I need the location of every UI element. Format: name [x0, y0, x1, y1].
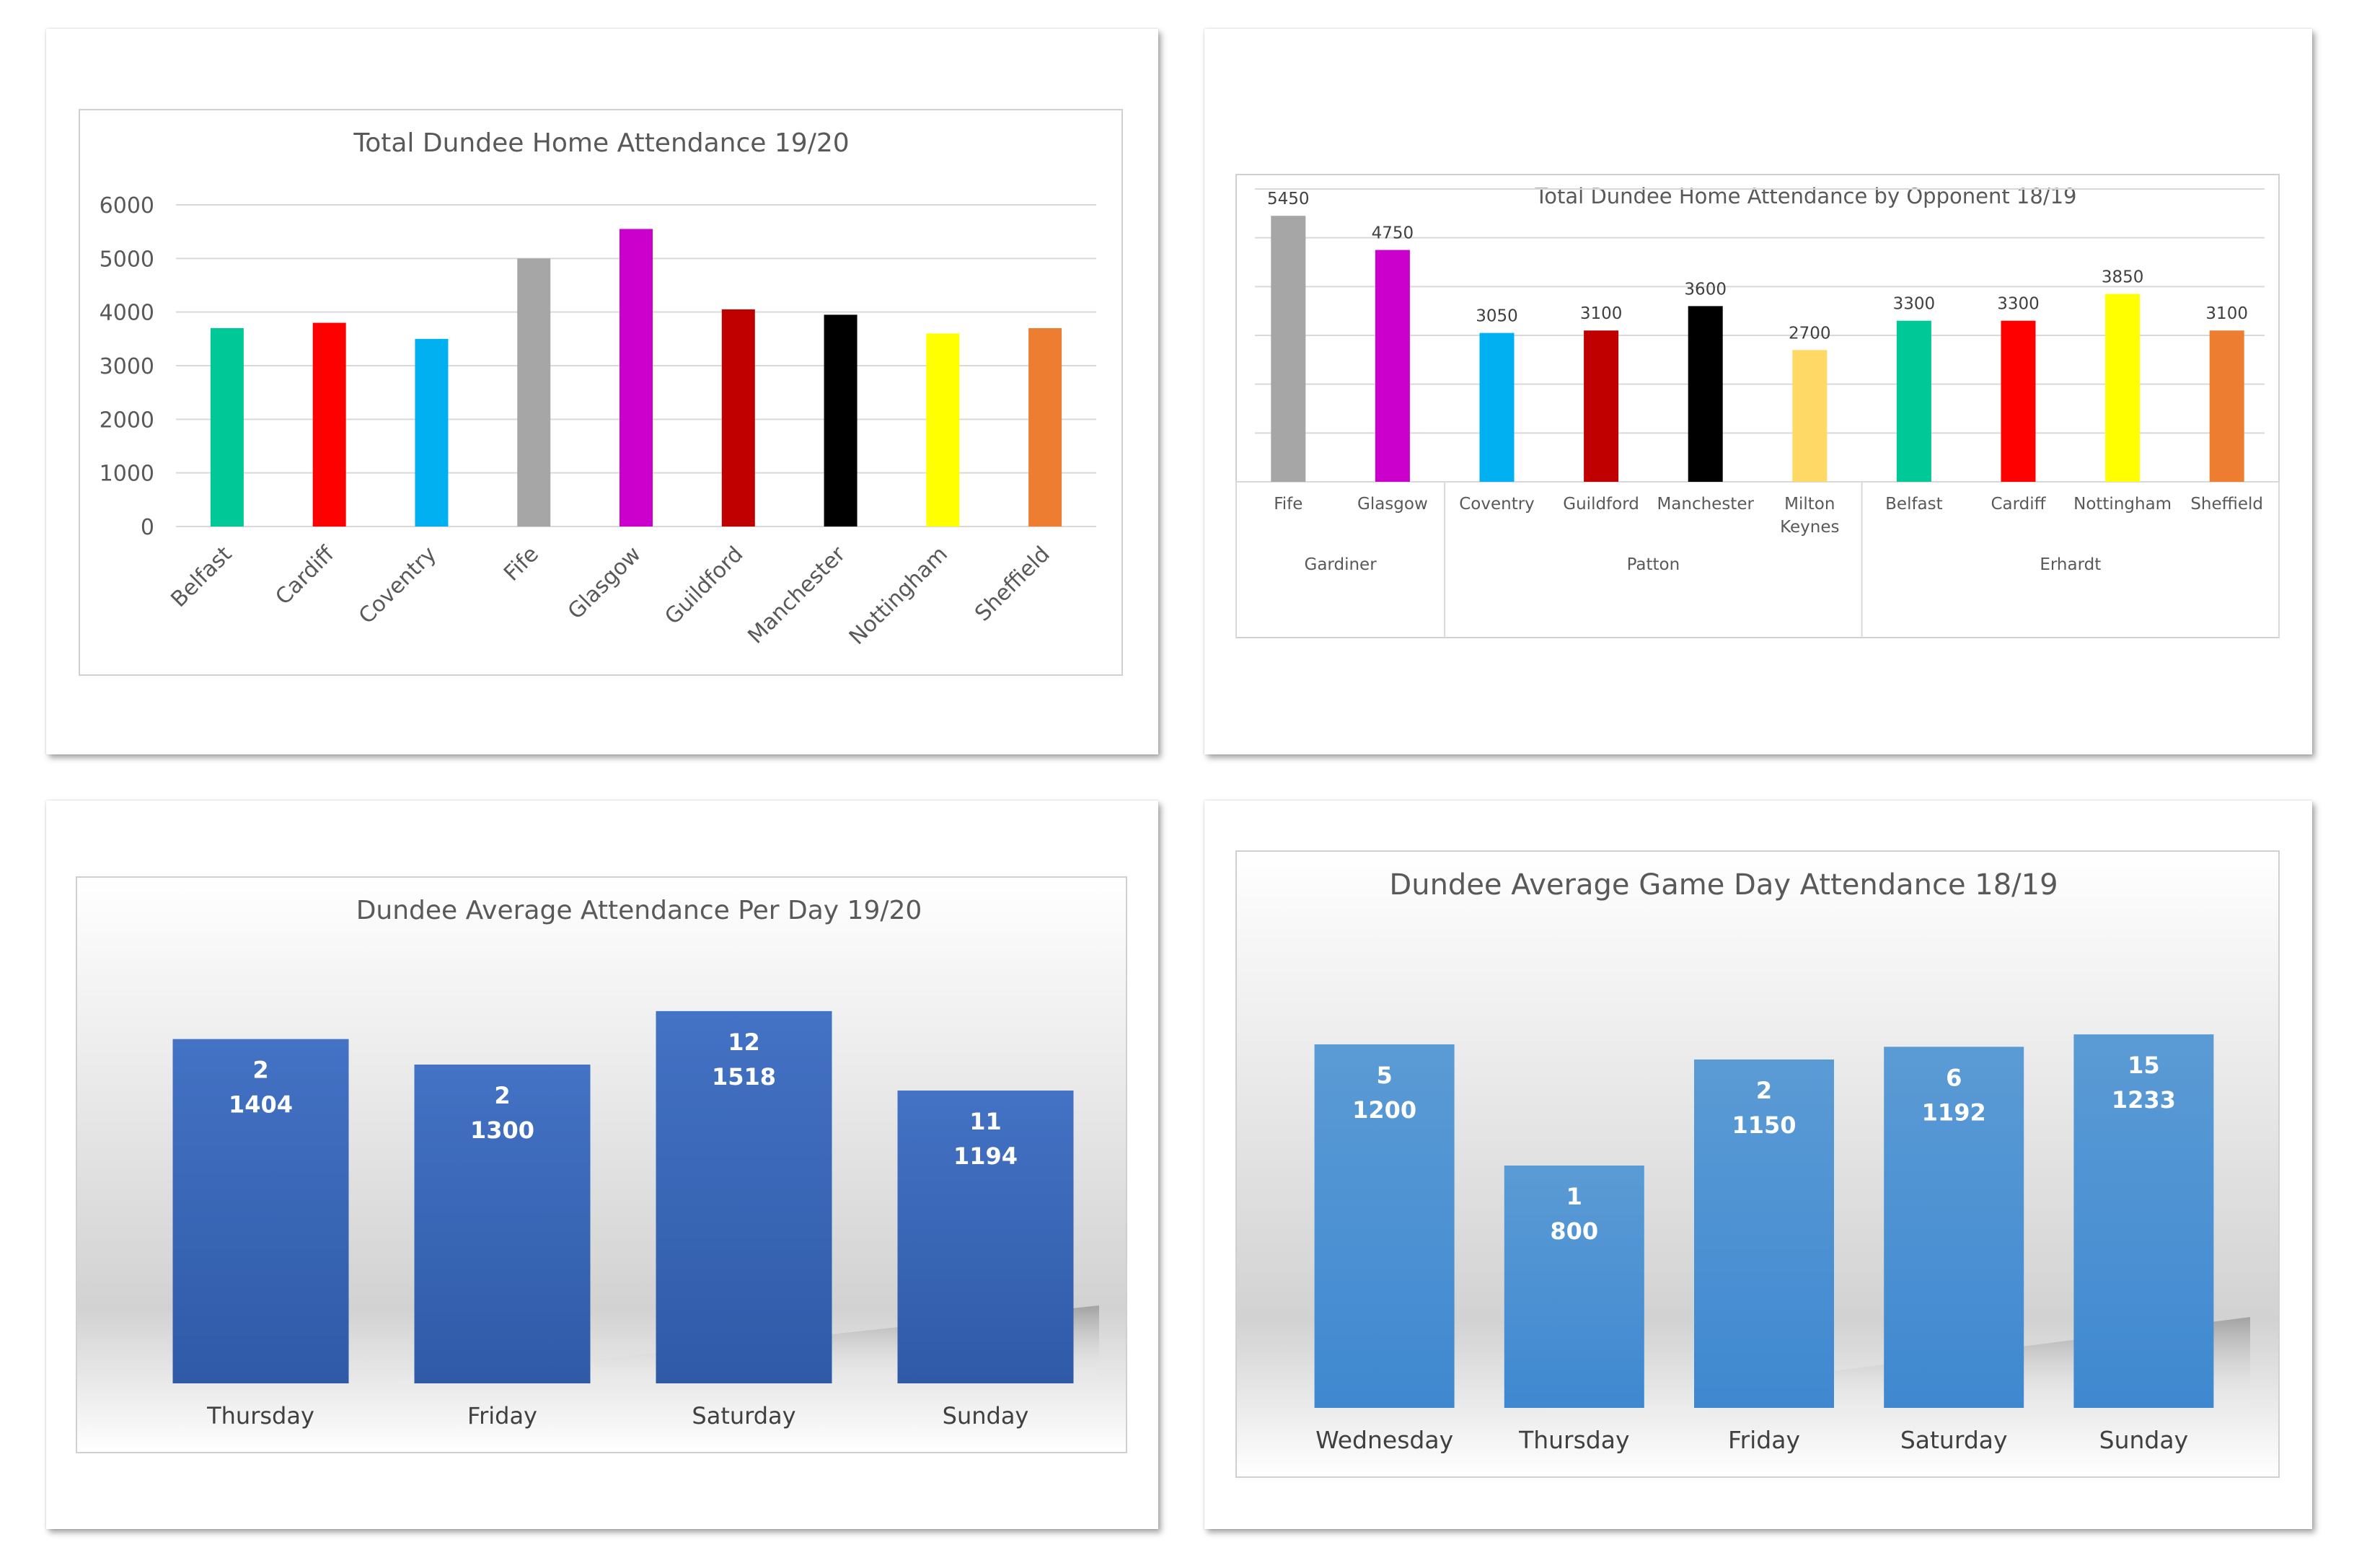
value-label: 1150: [1732, 1111, 1796, 1139]
x-tick-label: Cardiff: [1991, 495, 2046, 514]
chart-total-attendance-1920: Total Dundee Home Attendance 19/20 0 1000…: [79, 109, 1123, 676]
bar-coventry: [1479, 332, 1515, 482]
value-label: 800: [1550, 1217, 1598, 1245]
group-label: Gardiner: [1305, 555, 1377, 574]
value-label: 1192: [1922, 1098, 1986, 1126]
games-label: 1: [1566, 1183, 1582, 1210]
x-tick-label: Glasgow: [1357, 495, 1428, 514]
data-label: 3100: [1580, 304, 1623, 323]
bar-wednesday: [1314, 1044, 1455, 1408]
value-label: 1404: [229, 1091, 293, 1119]
bar-sunday: [2073, 1034, 2214, 1408]
chart-title: Dundee Average Game Day Attendance 18/19: [1389, 868, 2058, 902]
bar-thursday: [172, 1039, 349, 1383]
y-tick-label: 2000: [100, 408, 154, 433]
x-tick-label: Thursday: [1518, 1426, 1629, 1454]
x-tick-label: Saturday: [1900, 1426, 2008, 1454]
bar-cardiff: [2001, 320, 2036, 482]
data-label: 3300: [1893, 295, 1936, 314]
x-tick-label: Saturday: [692, 1402, 795, 1430]
chart-panel-total-1920: Total Dundee Home Attendance 19/20 0 1000…: [46, 29, 1158, 754]
x-tick-label: Guildford: [1563, 495, 1639, 514]
y-tick-label: 5000: [100, 247, 154, 272]
y-tick-label: 1000: [100, 462, 154, 487]
bar-fife: [517, 258, 551, 527]
bar-milton-keynes: [1792, 350, 1828, 482]
x-tick-label: Friday: [1728, 1426, 1800, 1454]
data-label: 3050: [1476, 307, 1518, 326]
x-tick-label: Thursday: [206, 1402, 314, 1430]
x-tick-label: Nottingham: [2073, 495, 2172, 514]
data-label: 3100: [2205, 304, 2248, 323]
bar-friday: [1694, 1060, 1834, 1408]
chart-panel-opponent-1819: Total Dundee Home Attendance by Opponent…: [1204, 29, 2312, 754]
x-tick-label: Manchester: [1657, 495, 1754, 514]
bar-nottingham: [926, 333, 960, 527]
bar-belfast: [1896, 320, 1931, 482]
group-label: Erhardt: [2040, 555, 2101, 574]
chart-title: Total Dundee Home Attendance 19/20: [353, 128, 849, 158]
chart-average-game-day-1819: Dundee Average Game Day Attendance 18/19…: [1235, 850, 2280, 1478]
x-tick-label: Keynes: [1780, 518, 1839, 537]
bar-glasgow: [1375, 250, 1410, 482]
bar-sheffield: [2209, 330, 2244, 482]
games-label: 2: [494, 1082, 510, 1109]
games-label: 11: [969, 1108, 1002, 1135]
bar-manchester: [824, 314, 858, 527]
data-label: 5450: [1267, 190, 1310, 208]
y-tick-label: 4000: [100, 301, 154, 326]
bar-saturday: [1884, 1047, 2024, 1408]
bar-nottingham: [2105, 294, 2141, 482]
data-label: 4750: [1372, 224, 1414, 243]
chart-attendance-by-opponent-1819: Total Dundee Home Attendance by Opponent…: [1235, 174, 2280, 638]
bar-cardiff: [312, 322, 346, 527]
bar-saturday: [656, 1010, 832, 1383]
bar-glasgow: [620, 229, 653, 527]
x-tick-label: Sheffield: [2190, 495, 2263, 514]
chart-average-per-day-1920: Dundee Average Attendance Per Day 19/20 …: [76, 876, 1127, 1453]
x-tick-label: Sunday: [2099, 1426, 2188, 1454]
x-tick-label: Sunday: [943, 1402, 1029, 1430]
chart-panel-gameday-1819: Dundee Average Game Day Attendance 18/19…: [1204, 801, 2312, 1529]
bar-friday: [414, 1065, 591, 1383]
value-label: 1200: [1352, 1096, 1416, 1124]
bar-guildford: [1584, 330, 1619, 482]
x-tick-label: Friday: [467, 1402, 537, 1430]
data-label: 3600: [1684, 280, 1727, 299]
value-label: 1300: [470, 1116, 534, 1144]
bar-sunday: [897, 1091, 1074, 1383]
games-label: 5: [1376, 1062, 1392, 1089]
games-label: 2: [252, 1057, 268, 1084]
x-tick-label: Wednesday: [1315, 1426, 1453, 1454]
x-tick-label: Fife: [1274, 495, 1302, 514]
value-label: 1518: [712, 1063, 776, 1091]
chart-title: Dundee Average Attendance Per Day 19/20: [356, 896, 922, 925]
bar-guildford: [721, 309, 755, 527]
bar-thursday: [1504, 1166, 1644, 1408]
games-label: 15: [2128, 1052, 2160, 1079]
group-label: Patton: [1627, 555, 1680, 574]
y-tick-label: 3000: [100, 354, 154, 379]
bar-coventry: [415, 338, 449, 527]
chart-panel-perday-1920: Dundee Average Attendance Per Day 19/20 …: [46, 801, 1158, 1529]
games-label: 12: [728, 1029, 760, 1056]
games-label: 2: [1756, 1077, 1772, 1104]
data-label: 2700: [1789, 324, 1831, 343]
y-tick-label: 6000: [100, 193, 154, 219]
games-label: 6: [1946, 1064, 1962, 1091]
x-tick-label: Belfast: [1885, 495, 1943, 514]
data-label: 3300: [1997, 295, 2040, 314]
x-tick-label: Coventry: [1459, 495, 1535, 514]
chart-title: Total Dundee Home Attendance by Opponent…: [1535, 184, 2077, 208]
bar-sheffield: [1028, 327, 1062, 527]
value-label: 1194: [953, 1142, 1018, 1170]
y-tick-label: 0: [141, 515, 154, 540]
data-label: 3850: [2102, 268, 2144, 286]
bar-belfast: [210, 327, 244, 527]
x-tick-label: Milton: [1784, 495, 1835, 514]
bar-manchester: [1688, 306, 1723, 482]
value-label: 1233: [2112, 1086, 2176, 1114]
bar-fife: [1271, 216, 1306, 482]
